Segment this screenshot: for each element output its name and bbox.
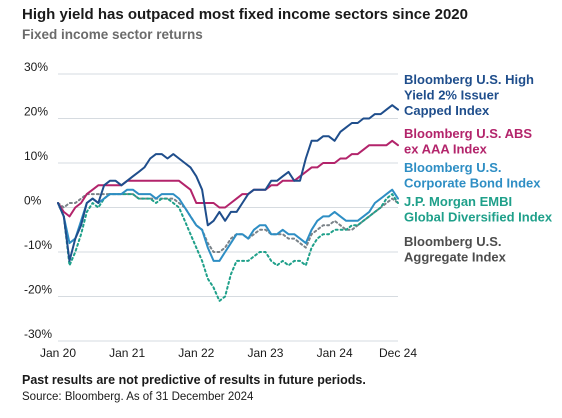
legend-entry: J.P. Morgan EMBI Global Diversified Index xyxy=(404,194,553,225)
y-tick-label: 30% xyxy=(24,60,48,74)
legend-entry-line: Capped Index xyxy=(404,103,490,118)
y-axis-ticks: 30% 20% 10% 0% -10% -20% -30% xyxy=(24,60,52,341)
legend-entry-line: J.P. Morgan EMBI xyxy=(404,194,512,209)
legend-entry-line: Yield 2% Issuer xyxy=(404,88,499,103)
legend-entry-line: Corporate Bond Index xyxy=(404,176,541,191)
y-tick-label: 0% xyxy=(24,194,42,208)
y-tick-label: -30% xyxy=(24,327,52,341)
legend-entry-line: Global Diversified Index xyxy=(404,210,553,225)
x-tick-label: Jan 24 xyxy=(317,346,353,360)
x-tick-label: Dec 24 xyxy=(379,346,417,360)
legend-entry-line: Bloomberg U.S. ABS xyxy=(404,126,532,141)
x-tick-label: Jan 20 xyxy=(40,346,76,360)
y-tick-label: -20% xyxy=(24,283,52,297)
series-line xyxy=(57,104,399,262)
series-line xyxy=(57,139,399,218)
legend-entry: Bloomberg U.S. High Yield 2% Issuer Capped… xyxy=(404,72,534,118)
legend-entry-line: Bloomberg U.S. xyxy=(404,160,502,175)
x-tick-label: Jan 21 xyxy=(109,346,145,360)
series-line xyxy=(57,188,399,262)
legend: Bloomberg U.S. High Yield 2% Issuer Capped… xyxy=(404,72,553,265)
y-tick-label: 10% xyxy=(24,149,48,163)
source-note: Source: Bloomberg. As of 31 December 202… xyxy=(22,391,254,403)
legend-entry: Bloomberg U.S. ABS ex AAA Index xyxy=(404,126,532,157)
disclaimer-note: Past results are not predictive of resul… xyxy=(22,373,366,387)
gridlines xyxy=(58,73,398,342)
legend-entry-line: Bloomberg U.S. High xyxy=(404,72,534,87)
legend-entry: Bloomberg U.S. Corporate Bond Index xyxy=(404,160,541,191)
x-tick-label: Jan 22 xyxy=(178,346,214,360)
x-tick-label: Jan 23 xyxy=(247,346,283,360)
y-tick-label: -10% xyxy=(24,238,52,252)
legend-entry-line: Aggregate Index xyxy=(404,250,507,265)
legend-entry: Bloomberg U.S. Aggregate Index xyxy=(404,234,507,265)
series-line xyxy=(57,193,399,253)
legend-entry-line: Bloomberg U.S. xyxy=(404,234,502,249)
legend-entry-line: ex AAA Index xyxy=(404,142,488,157)
y-tick-label: 20% xyxy=(24,105,48,119)
chart-subtitle: Fixed income sector returns xyxy=(22,27,203,42)
series-lines xyxy=(57,104,399,302)
x-axis-ticks: Jan 20 Jan 21 Jan 22 Jan 23 Jan 24 Dec 24 xyxy=(40,346,417,360)
chart-title: High yield has outpaced most fixed incom… xyxy=(22,6,468,23)
